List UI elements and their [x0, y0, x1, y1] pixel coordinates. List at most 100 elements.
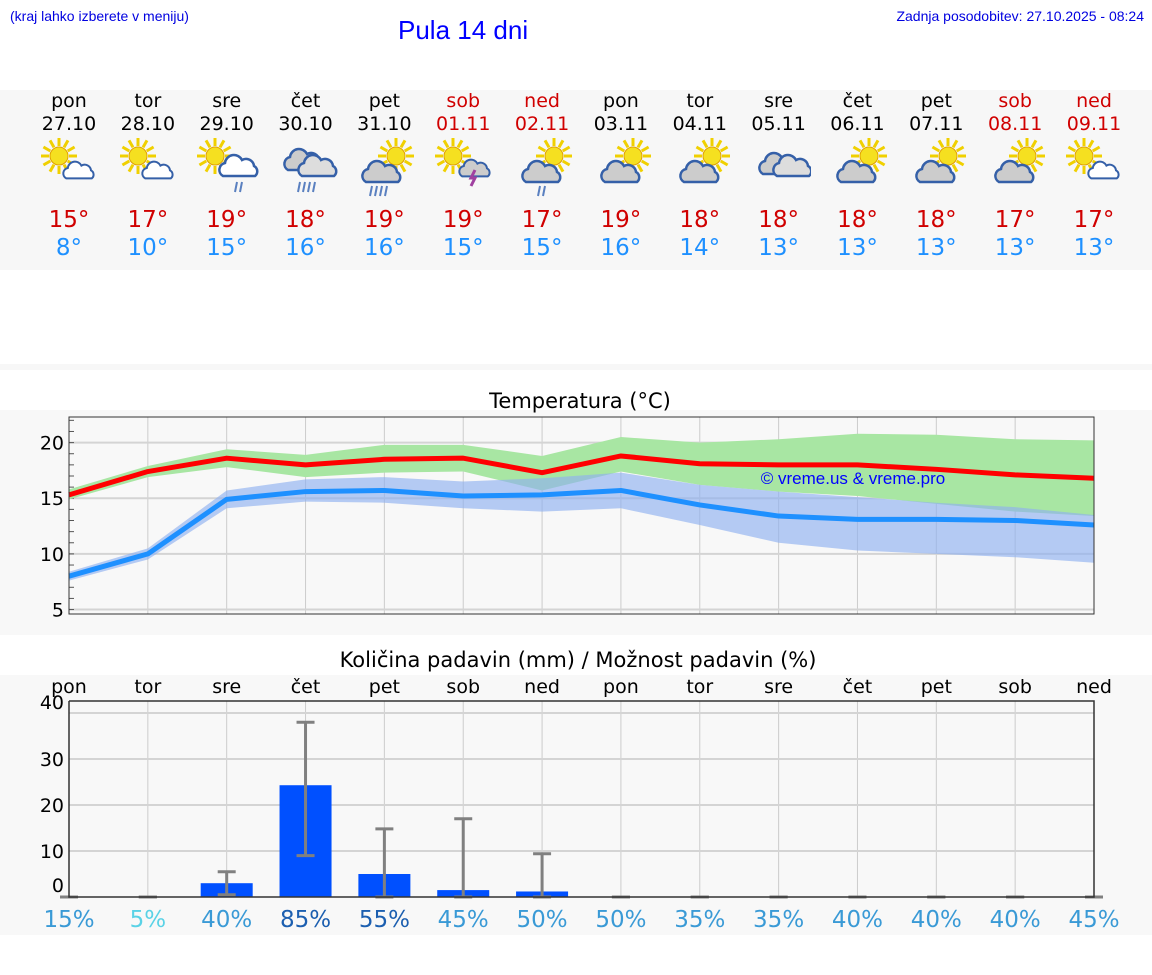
y-tick-label: 10: [40, 544, 64, 566]
min-temperature: 13°: [915, 235, 957, 261]
precipitation-probability: 5%: [130, 907, 167, 933]
day-name: sre: [764, 90, 794, 112]
rain-icon: [296, 181, 316, 193]
day-name: pon: [603, 90, 639, 112]
max-temperature: 18°: [285, 207, 326, 233]
max-temperature: 17°: [994, 207, 1036, 233]
day-date: 28.10: [120, 113, 176, 135]
y-tick-label: 40: [40, 692, 64, 714]
location-hint: (kraj lahko izberete v meniju): [10, 8, 189, 24]
day-column: čet 06.11 18° 13°: [817, 90, 897, 262]
day-name: pet: [368, 90, 400, 112]
day-column: sob 08.11 17° 13°: [975, 90, 1055, 262]
day-column: pon 27.10 15° 8°: [29, 90, 109, 262]
precipitation-probability: 40%: [911, 907, 962, 933]
day-date: 02.11: [514, 113, 570, 135]
weather-cloudy-icon: [739, 138, 819, 200]
min-temperature: 13°: [1073, 235, 1115, 261]
y-tick-label: 5: [52, 600, 64, 622]
min-temperature: 13°: [994, 235, 1036, 261]
min-temperature: 16°: [363, 235, 405, 261]
daily-forecast-band: [0, 90, 1152, 270]
weather-cloud-sun-icon: [817, 138, 897, 200]
plot-frame: [68, 416, 1095, 615]
day-date: 04.11: [672, 113, 727, 135]
x-tick-label: ned: [524, 676, 560, 698]
weather-cloud-sun-icon: [975, 138, 1055, 200]
precipitation-probability: 45%: [1068, 907, 1119, 933]
min-temperature: 8°: [55, 235, 83, 261]
x-tick-label: tor: [686, 676, 713, 698]
day-column: ned 09.11 17° 13°: [1054, 90, 1134, 262]
chart-title: Količina padavin (mm) / Možnost padavin …: [340, 648, 817, 672]
x-tick-label: čet: [843, 676, 873, 698]
max-temperature: 19°: [600, 207, 642, 233]
x-tick-label: sre: [764, 676, 793, 698]
cloud-icon: [521, 159, 562, 184]
precipitation-probability: 85%: [280, 907, 331, 933]
weather-cloud-sun-heavy-rain-icon: [344, 138, 424, 200]
day-name: sob: [998, 90, 1032, 112]
watermark: © vreme.us & vreme.pro: [761, 469, 945, 488]
divider: [0, 364, 1152, 370]
cloud-icon: [296, 153, 337, 178]
min-temperature: 13°: [758, 235, 799, 261]
cloud-icon: [458, 158, 491, 178]
day-date: 07.11: [909, 113, 964, 135]
max-temperature: 18°: [915, 207, 957, 233]
chart-title: Temperatura (°C): [488, 389, 671, 413]
min-temperature: 15°: [442, 235, 484, 261]
cloud-icon: [217, 153, 259, 178]
day-column: sob 01.11 19° 15°: [423, 90, 503, 262]
day-column: čet 30.10 18° 16°: [266, 90, 346, 262]
min-temperature: 15°: [521, 235, 563, 261]
precipitation-probability: 40%: [201, 907, 252, 933]
y-tick-label: 15: [40, 488, 64, 510]
max-temperature: 19°: [363, 207, 405, 233]
cloud-icon: [62, 160, 95, 180]
cloud-icon: [600, 159, 641, 184]
weather-cloud-rain-icon: [266, 138, 346, 200]
weather-sun-cloud-icon: [108, 138, 188, 200]
sun-icon: [1009, 138, 1046, 174]
min-temperature-range: [69, 472, 1094, 581]
min-temperature: 16°: [600, 235, 642, 261]
sun-icon: [930, 138, 967, 174]
rain-icon: [233, 181, 243, 193]
y-tick-label: 20: [40, 795, 64, 817]
weather-cloud-sun-rain-icon: [502, 138, 582, 200]
precipitation-probability: 50%: [595, 907, 646, 933]
day-column: sre 29.10 19° 15°: [187, 90, 267, 262]
precipitation-probability: 15%: [43, 907, 94, 933]
precipitation-probability: 35%: [753, 907, 804, 933]
day-column: sre 05.11 18° 13°: [739, 90, 819, 262]
y-tick-label: 20: [40, 433, 64, 455]
day-name: ned: [1076, 90, 1112, 112]
max-temperature-line: [68, 453, 1095, 498]
rain-icon: [369, 185, 389, 197]
precipitation-probability: 45%: [438, 907, 489, 933]
x-tick-label: ned: [1076, 676, 1112, 698]
min-temperature: 15°: [206, 235, 248, 261]
max-temperature: 18°: [837, 207, 878, 233]
day-date: 08.11: [987, 113, 1043, 135]
max-temperature: 17°: [127, 207, 169, 233]
min-temperature: 16°: [285, 235, 326, 261]
cloud-icon: [994, 159, 1035, 184]
weather-cloud-sun-icon: [896, 138, 976, 200]
sun-icon: [614, 138, 651, 174]
x-tick-label: pet: [921, 676, 952, 698]
sun-icon: [119, 138, 156, 174]
page-title: Pula 14 dni: [398, 15, 529, 45]
day-name: ned: [524, 90, 560, 112]
lightning-icon: [468, 169, 478, 187]
y-tick-label: 10: [40, 841, 64, 863]
x-tick-label: pon: [603, 676, 639, 698]
day-date: 05.11: [751, 113, 806, 135]
day-name: tor: [686, 90, 714, 112]
min-temperature-line: [68, 487, 1095, 579]
day-column: tor 28.10 17° 10°: [108, 90, 188, 262]
precipitation-probability: 40%: [832, 907, 883, 933]
day-column: pon 03.11 19° 16°: [581, 90, 661, 262]
day-column: pet 31.10 19° 16°: [344, 90, 424, 262]
